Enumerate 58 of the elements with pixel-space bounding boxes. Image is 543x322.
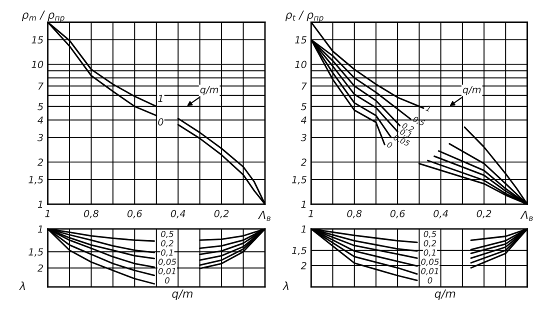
y-tick-label: 15 [295,36,306,44]
series-label: 0,1 [424,249,436,257]
y-tick-label: 5 [300,103,306,110]
y-tick-label: 10 [32,60,44,68]
y-tick-label: 2 [37,158,44,166]
y-tick-label: 2 [300,158,306,166]
series-label: 0,05 [158,258,176,266]
series-label: 0,5 [161,230,174,238]
series-label: 1 [158,94,162,102]
y-tick-label: 10 [295,60,306,68]
y-tick-label: 2 [300,262,306,270]
y-axis-title: λ [282,282,288,290]
y-tick-label: 15 [32,36,44,44]
y-tick-label: 2 [37,264,44,272]
y-tick-label: 1,5 [28,176,44,184]
x-tick-label: 1 [45,210,50,218]
y-tick-label: 4 [38,116,43,124]
x-tick-label: 0,6 [127,210,142,218]
x-tick-label: 0,4 [434,210,448,218]
y-tick-label: 1 [38,226,42,233]
series-label: 0,5 [424,230,436,238]
y-tick-label: 4 [300,116,306,124]
y-tick-label: 1,5 [292,246,306,256]
x-tick-label: 0,2 [214,210,229,218]
x-tick-label: 0,4 [170,210,186,218]
series-label: 0,2 [161,240,174,248]
x-axis-title: Λ$_{в}$ [258,210,271,221]
series-label: 0,1 [161,249,173,257]
series-label: 0 [158,118,164,126]
y-tick-label: 3 [300,134,306,142]
series-label: 0 [165,277,170,284]
y-tick-label: 1 [301,200,306,208]
x-axis-title: q/m [434,290,456,300]
y-tick-label: 5 [38,103,44,110]
series-label: 0,2 [424,240,436,248]
x-tick-label: 0,8 [84,210,99,218]
x-tick-label: 1 [308,210,313,218]
series-label: 0,01 [158,268,176,276]
y-tick-label: 1,5 [292,176,306,184]
series-label: 0,05 [421,258,439,266]
y-tick-label: 7 [302,82,307,90]
series-label: 0 [428,277,432,284]
y-tick-label: 1 [38,200,42,208]
annotation: q/m [200,86,218,96]
y-axis-title: ρ$_{t}$ / ρ$_{пр}$ [285,10,324,22]
x-tick-label: 0,6 [390,210,405,218]
y-tick-label: 1 [301,226,306,233]
series-label: 0,01 [421,268,438,276]
x-axis-title: q/m [172,290,192,300]
annotation: q/m [462,86,481,96]
y-axis-title: λ [19,282,25,290]
y-tick-label: 1,5 [28,248,44,257]
y-tick-label: 7 [38,82,44,90]
x-tick-label: 0,2 [476,210,492,218]
x-axis-title: Λ$_{в}$ [520,210,533,221]
y-axis-title: ρ$_{m}$ / ρ$_{пр}$ [22,10,64,22]
y-tick-label: 3 [37,134,43,142]
x-tick-label: 0,8 [347,210,362,218]
